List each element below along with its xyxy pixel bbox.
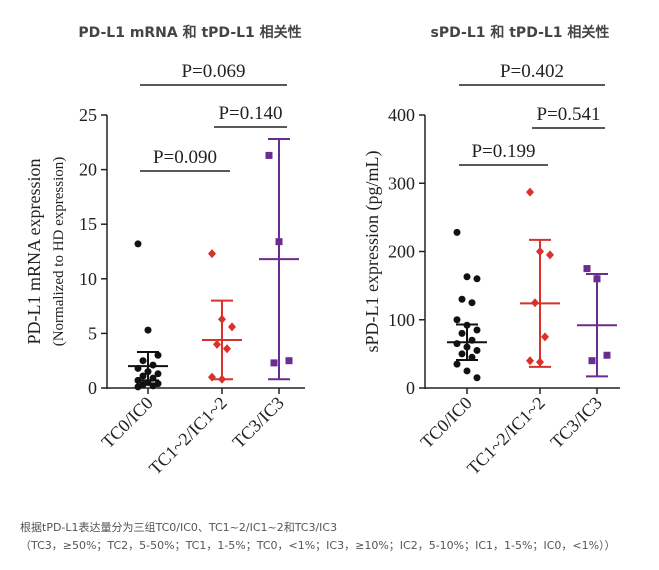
data-point: [468, 299, 476, 307]
x-tick-label: TC0/IC0: [97, 393, 156, 452]
data-point: [453, 360, 461, 368]
y-tick-label: 100: [388, 310, 415, 330]
data-point: [213, 339, 221, 349]
data-point: [228, 322, 236, 332]
y-axis-label: (Normalized to HD expression): [51, 157, 67, 347]
data-point: [473, 275, 481, 283]
data-point: [154, 351, 162, 359]
x-tick-label: TC1~2/IC1~2: [463, 393, 549, 479]
data-point: [473, 326, 481, 334]
data-point: [154, 370, 162, 378]
data-point: [139, 357, 147, 365]
data-point: [139, 372, 147, 380]
data-point: [546, 250, 554, 260]
data-point: [541, 332, 549, 342]
x-tick-label: TC3/IC3: [546, 393, 605, 452]
y-tick-label: 400: [388, 105, 415, 125]
data-point: [134, 383, 142, 391]
p-value-label: P=0.069: [181, 61, 245, 82]
p-value-label: P=0.541: [536, 104, 600, 125]
data-point: [473, 374, 481, 382]
data-point: [208, 249, 216, 259]
p-value-label: P=0.199: [471, 141, 535, 162]
error-bar: [586, 273, 608, 378]
error-bar: [268, 138, 290, 381]
x-tick-label: TC3/IC3: [228, 393, 287, 452]
data-point: [134, 240, 142, 248]
data-point: [149, 361, 157, 369]
y-tick-label: 0: [406, 378, 415, 398]
y-tick-label: 0: [88, 378, 97, 398]
p-value-label: P=0.090: [153, 147, 217, 168]
y-axis-label: sPD-L1 expression (pg/mL): [362, 151, 383, 353]
p-value-label: P=0.402: [500, 61, 564, 82]
data-point: [453, 228, 461, 236]
error-bar: [529, 238, 551, 368]
x-tick-label: TC1~2/IC1~2: [145, 393, 231, 479]
error-bar: [211, 299, 233, 381]
data-point: [223, 344, 231, 354]
data-point: [463, 367, 471, 375]
data-point: [583, 265, 591, 273]
error-bar: [456, 323, 478, 362]
y-tick-label: 5: [88, 323, 97, 343]
data-point: [458, 350, 466, 358]
data-point: [458, 295, 466, 303]
x-tick-label: TC0/IC0: [416, 393, 475, 452]
data-point: [463, 273, 471, 281]
data-point: [603, 351, 611, 359]
y-axis-label: PD-L1 mRNA expression: [24, 159, 44, 345]
data-point: [588, 357, 596, 365]
y-tick-label: 300: [388, 173, 415, 193]
data-point: [458, 329, 466, 337]
y-tick-label: 10: [79, 269, 97, 289]
data-point: [526, 356, 534, 366]
y-tick-label: 25: [79, 105, 97, 125]
y-tick-label: 20: [79, 160, 97, 180]
error-bar: [137, 350, 159, 382]
data-point: [453, 316, 461, 324]
data-point: [149, 382, 157, 390]
data-point: [265, 151, 273, 159]
chart-title: sPD-L1 和 tPD-L1 相关性: [431, 24, 610, 41]
y-tick-label: 200: [388, 242, 415, 262]
footnote: 根据tPD-L1表达量分为三组TC0/IC0、TC1~2/IC1~2和TC3/I…: [20, 520, 337, 534]
footnote: （TC3，≥50%；TC2，5-50%；TC1，1-5%；TC0，<1%；IC3…: [20, 539, 616, 552]
data-point: [270, 359, 278, 367]
p-value-label: P=0.140: [218, 103, 282, 124]
y-tick-label: 15: [79, 214, 97, 234]
data-point: [144, 326, 152, 334]
data-point: [473, 346, 481, 354]
data-point: [453, 340, 461, 348]
data-point: [526, 187, 534, 197]
chart-title: PD-L1 mRNA 和 tPD-L1 相关性: [78, 24, 301, 41]
data-point: [285, 357, 293, 365]
